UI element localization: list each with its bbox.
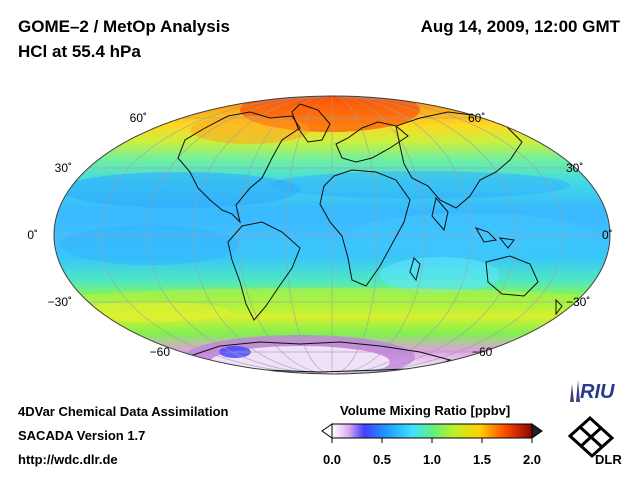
lat-label-right-30n: 30˚	[566, 161, 583, 175]
lat-label-right-60s: −60	[472, 345, 493, 359]
riu-logo: RIU	[570, 380, 615, 403]
colorbar-tick-2: 1.0	[422, 452, 442, 467]
hcl-field	[54, 96, 610, 374]
lat-label-left-0: 0˚	[27, 228, 38, 242]
lat-label-right-0: 0˚	[602, 228, 613, 242]
dlr-logo: DLR	[567, 415, 622, 467]
colorbar-tick-1: 0.5	[372, 452, 392, 467]
lat-label-left-60n: 60˚	[130, 111, 147, 125]
colorbar-gradient	[331, 423, 533, 439]
footer-url-link[interactable]: http://wdc.dlr.de	[18, 452, 118, 467]
lat-label-left-30s: −30˚	[48, 295, 72, 309]
colorbar-min-arrow	[321, 423, 333, 439]
dlr-logo-text: DLR	[595, 452, 622, 467]
footer-line-2: SACADA Version 1.7	[18, 428, 146, 443]
title-line-1: GOME–2 / MetOp Analysis	[18, 17, 230, 36]
lat-label-right-30s: −30˚	[566, 295, 590, 309]
analysis-datetime: Aug 14, 2009, 12:00 GMT	[420, 17, 620, 36]
colorbar-max-arrow	[531, 423, 543, 439]
lat-label-right-60n: 60˚	[468, 111, 485, 125]
colorbar-tick-3: 1.5	[472, 452, 492, 467]
lat-label-left-30n: 30˚	[55, 161, 72, 175]
title-line-2: HCl at 55.4 hPa	[18, 42, 141, 61]
riu-logo-text: RIU	[580, 381, 615, 403]
colorbar-tick-4: 2.0	[522, 452, 542, 467]
colorbar-title: Volume Mixing Ratio [ppbv]	[340, 403, 511, 418]
colorbar-tick-0: 0.0	[322, 452, 342, 467]
globe-outline	[53, 95, 611, 375]
footer-line-1: 4DVar Chemical Data Assimilation	[18, 404, 229, 419]
lat-label-left-60s: −60	[150, 345, 171, 359]
colorbar	[321, 423, 543, 443]
coastlines	[177, 103, 563, 373]
